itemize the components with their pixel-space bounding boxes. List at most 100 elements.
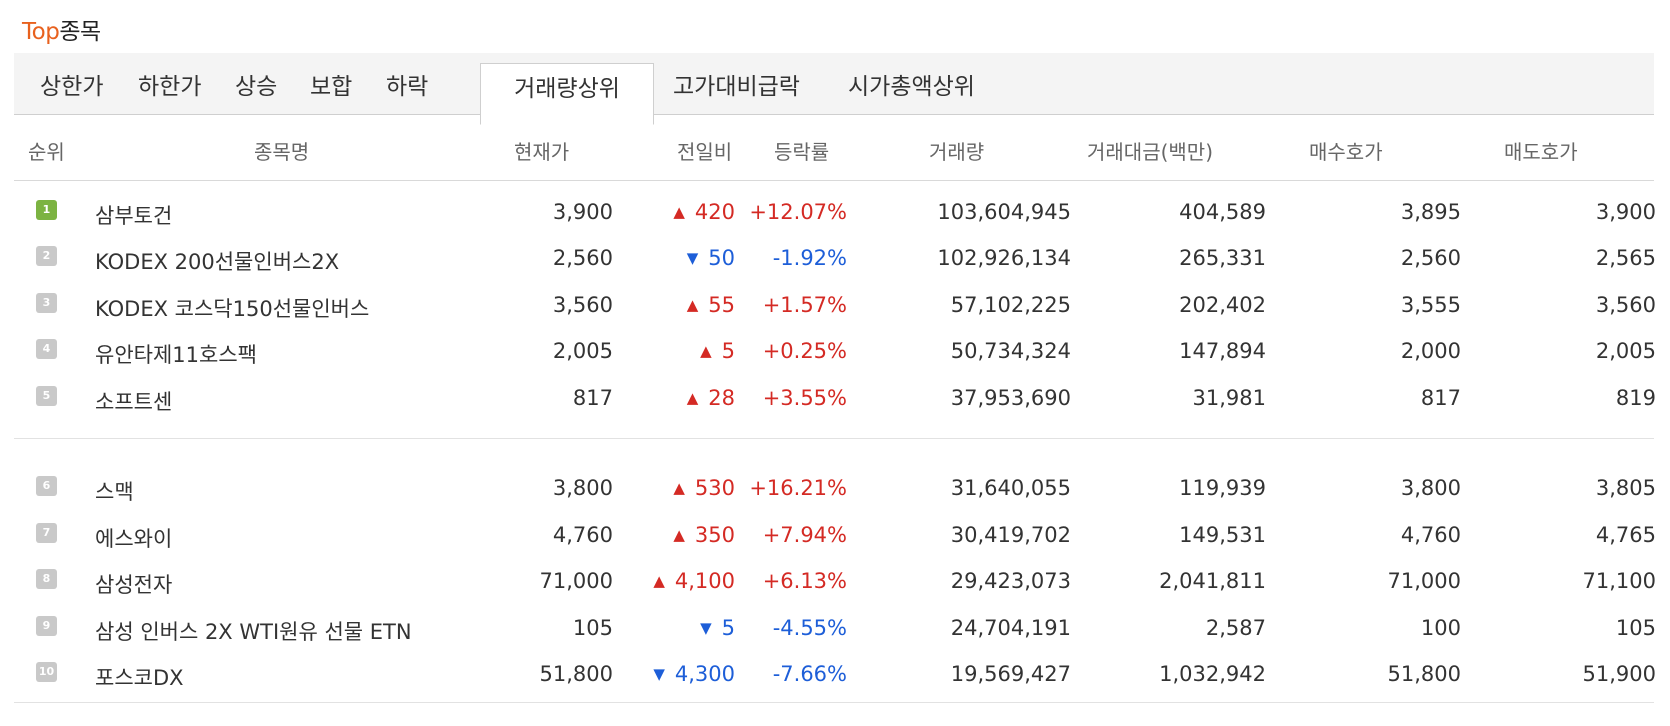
tab-market-cap[interactable]: 시가총액상위	[848, 74, 975, 100]
change-value: 5	[721, 616, 735, 640]
bid-cell: 817	[1420, 386, 1461, 410]
ask-cell: 105	[1615, 616, 1656, 640]
col-rank: 순위	[28, 140, 65, 164]
table-bottom-border	[14, 702, 1654, 703]
volume-cell: 29,423,073	[950, 569, 1071, 593]
bid-cell: 4,760	[1400, 523, 1461, 547]
table-row[interactable]: 8 삼성전자 71,000 29,423,073 2,041,811 71,000 71,1…	[14, 559, 1656, 605]
tab-unchanged[interactable]: 보합	[310, 74, 353, 100]
bid-cell: 3,895	[1400, 200, 1461, 224]
tab-lower-limit[interactable]: 하한가	[138, 74, 202, 100]
stock-name-link[interactable]: 삼성전자	[95, 573, 173, 597]
change-cell: ▲ 4,100	[653, 569, 735, 593]
table-row[interactable]: 2 KODEX 200선물인버스2X 2,560 102,926,134 265,331…	[14, 236, 1656, 282]
price-cell: 3,560	[552, 293, 613, 317]
price-cell: 2,560	[552, 246, 613, 270]
volume-cell: 24,704,191	[950, 616, 1071, 640]
change-cell: ▲ 350	[673, 523, 735, 547]
ask-cell: 2,005	[1595, 339, 1656, 363]
rate-cell: -4.55%	[772, 616, 847, 640]
stock-name-link[interactable]: KODEX 200선물인버스2X	[95, 250, 340, 274]
rank-badge: 9	[36, 616, 57, 636]
amount-cell: 149,531	[1179, 523, 1266, 547]
rate-cell: +1.57%	[762, 293, 847, 317]
change-value: 55	[708, 293, 735, 317]
ask-cell: 71,100	[1582, 569, 1656, 593]
tab-upper-limit[interactable]: 상한가	[40, 74, 104, 100]
col-ask: 매도호가	[1504, 140, 1578, 164]
stock-name-link[interactable]: 삼성 인버스 2X WTI원유 선물 ETN	[95, 620, 412, 644]
volume-cell: 31,640,055	[950, 476, 1071, 500]
rate-cell: -7.66%	[772, 662, 847, 686]
bid-cell: 2,560	[1400, 246, 1461, 270]
arrow-up-icon: ▲	[700, 342, 712, 360]
bid-cell: 100	[1420, 616, 1461, 640]
price-cell: 3,900	[552, 200, 613, 224]
table-row[interactable]: 3 KODEX 코스닥150선물인버스 3,560 57,102,225 202,402…	[14, 283, 1656, 329]
rate-cell: +12.07%	[749, 200, 847, 224]
change-value: 50	[708, 246, 735, 270]
stock-name-link[interactable]: 유안타제11호스팩	[95, 343, 257, 367]
rank-badge: 5	[36, 386, 57, 406]
ask-cell: 4,765	[1595, 523, 1656, 547]
table-row[interactable]: 6 스맥 3,800 31,640,055 119,939 3,800 3,805 ▲ 530 +…	[14, 466, 1656, 512]
table-row[interactable]: 7 에스와이 4,760 30,419,702 149,531 4,760 4,765 ▲ 35…	[14, 513, 1656, 559]
amount-cell: 119,939	[1179, 476, 1266, 500]
price-cell: 4,760	[552, 523, 613, 547]
rank-badge: 10	[36, 662, 57, 682]
volume-cell: 50,734,324	[950, 339, 1071, 363]
amount-cell: 31,981	[1192, 386, 1266, 410]
stock-name-link[interactable]: 스맥	[95, 480, 134, 504]
change-value: 28	[708, 386, 735, 410]
volume-cell: 37,953,690	[950, 386, 1071, 410]
stock-name-link[interactable]: 에스와이	[95, 527, 173, 551]
change-cell: ▲ 28	[687, 386, 735, 410]
table-row[interactable]: 4 유안타제11호스팩 2,005 50,734,324 147,894 2,000 2,0…	[14, 329, 1656, 375]
price-cell: 105	[572, 616, 613, 640]
rate-cell: -1.92%	[772, 246, 847, 270]
rate-cell: +7.94%	[762, 523, 847, 547]
price-cell: 71,000	[539, 569, 613, 593]
change-cell: ▲ 5	[700, 339, 735, 363]
change-cell: ▼ 50	[687, 246, 735, 270]
table-row[interactable]: 10 포스코DX 51,800 19,569,427 1,032,942 51,800 51…	[14, 652, 1656, 698]
amount-cell: 2,587	[1205, 616, 1266, 640]
tab-top-volume[interactable]: 거래량상위	[480, 63, 654, 125]
arrow-down-icon: ▼	[686, 249, 699, 267]
section-title: Top종목	[22, 12, 101, 46]
col-rate: 등락률	[774, 140, 830, 164]
stock-name-link[interactable]: 포스코DX	[95, 666, 184, 690]
tab-high-drop[interactable]: 고가대비급락	[673, 74, 800, 100]
rank-badge: 7	[36, 523, 57, 543]
tab-falling[interactable]: 하락	[386, 74, 429, 100]
table-row[interactable]: 1 삼부토건 3,900 103,604,945 404,589 3,895 3,900 ▲ 4…	[14, 190, 1656, 236]
bid-cell: 3,800	[1400, 476, 1461, 500]
rate-cell: +0.25%	[762, 339, 847, 363]
arrow-down-icon: ▼	[653, 665, 665, 683]
tab-rising[interactable]: 상승	[235, 74, 278, 100]
arrow-up-icon: ▲	[673, 479, 685, 497]
table-row[interactable]: 5 소프트센 817 37,953,690 31,981 817 819 ▲ 28 +3.55%	[14, 376, 1656, 422]
stock-name-link[interactable]: 소프트센	[95, 390, 173, 414]
table-row[interactable]: 9 삼성 인버스 2X WTI원유 선물 ETN 105 24,704,191 2,58…	[14, 606, 1656, 652]
stock-name-link[interactable]: KODEX 코스닥150선물인버스	[95, 297, 370, 321]
stock-name-link[interactable]: 삼부토건	[95, 204, 173, 228]
price-cell: 51,800	[539, 662, 613, 686]
ask-cell: 51,900	[1582, 662, 1656, 686]
col-name: 종목명	[254, 140, 310, 164]
section-title-accent: Top	[22, 19, 60, 45]
col-change: 전일비	[677, 140, 733, 164]
rank-badge: 8	[36, 569, 57, 589]
ask-cell: 2,565	[1595, 246, 1656, 270]
rank-badge: 6	[36, 476, 57, 496]
change-cell: ▲ 420	[673, 200, 735, 224]
rank-badge: 1	[36, 200, 57, 220]
section-title-rest: 종목	[59, 19, 101, 45]
arrow-up-icon: ▲	[673, 526, 685, 544]
arrow-up-icon: ▲	[686, 296, 699, 314]
volume-cell: 19,569,427	[950, 662, 1071, 686]
rank-badge: 2	[36, 246, 57, 266]
ask-cell: 3,560	[1595, 293, 1656, 317]
col-price: 현재가	[514, 140, 570, 164]
